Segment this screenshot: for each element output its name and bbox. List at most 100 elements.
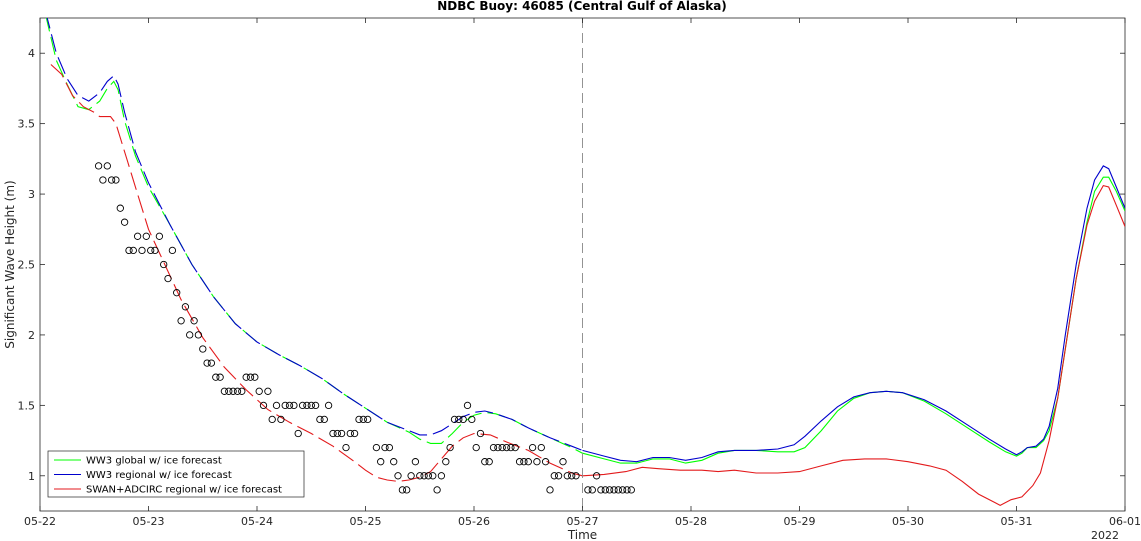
observation-point <box>316 415 324 424</box>
observation-point <box>229 387 237 395</box>
x-tick-label: 05-24 <box>241 515 273 528</box>
observation-point <box>588 486 596 494</box>
observation-point <box>99 176 107 184</box>
observation-point <box>238 387 246 395</box>
year-label: 2022 <box>1091 529 1119 541</box>
observation-point <box>515 458 524 466</box>
observation-point <box>155 232 164 240</box>
observation-point <box>592 472 601 480</box>
observation-point <box>216 373 224 381</box>
series-layer <box>45 18 1125 507</box>
observation-point <box>294 429 302 438</box>
observation-point <box>390 458 398 466</box>
observation-point <box>601 486 609 494</box>
x-tick-label: 06-01 <box>1109 515 1141 528</box>
observation-point <box>272 401 281 410</box>
series-line-forecast-2 <box>582 184 1125 507</box>
observation-point <box>442 458 450 466</box>
y-tick-label: 3 <box>28 188 35 201</box>
x-tick-label: 05-22 <box>24 515 56 528</box>
observation-point <box>563 472 571 480</box>
x-tick-label: 05-23 <box>133 515 165 528</box>
observation-point <box>520 458 528 466</box>
legend-label: SWAN+ADCIRC regional w/ ice forecast <box>86 485 282 496</box>
observation-point <box>268 415 276 424</box>
y-axis-title: Significant Wave Height (m) <box>3 180 17 348</box>
observation-point <box>485 458 493 466</box>
observation-point <box>168 246 177 255</box>
observation-point <box>264 387 272 395</box>
y-tick-label: 1 <box>28 470 35 483</box>
x-tick-label: 05-25 <box>350 515 382 528</box>
observation-point <box>407 472 415 480</box>
observation-point <box>324 401 333 410</box>
x-tick-label: 05-26 <box>458 515 490 528</box>
observation-point <box>450 415 459 424</box>
observation-point <box>277 415 285 424</box>
observation-point <box>550 472 558 480</box>
x-axis-title: Time <box>567 528 597 541</box>
observation-point <box>342 443 350 452</box>
observation-point <box>554 472 563 480</box>
observation-point <box>359 415 367 424</box>
observation-point <box>385 443 394 452</box>
observation-point <box>116 204 124 212</box>
observation-point <box>320 415 328 424</box>
observation-point <box>203 359 211 367</box>
y-tick-label: 2.5 <box>18 259 36 272</box>
legend-box <box>47 450 305 498</box>
observation-point <box>151 246 159 255</box>
observation-point <box>112 176 120 184</box>
series-line-forecast-1 <box>582 165 1125 463</box>
observation-point <box>281 401 289 410</box>
observation-point <box>524 458 532 466</box>
y-tick-label: 4 <box>28 47 35 60</box>
observation-point <box>290 401 298 410</box>
observation-point <box>199 345 207 353</box>
observation-point <box>181 303 190 311</box>
observation-point <box>433 486 441 494</box>
observation-point <box>394 472 402 480</box>
observation-point <box>533 458 541 466</box>
legend-label: WW3 global w/ ice forecast <box>86 456 222 467</box>
observation-point <box>233 387 242 395</box>
observation-point <box>559 458 567 466</box>
observation-point <box>147 246 155 255</box>
observation-point <box>337 429 346 438</box>
observation-point <box>468 415 476 424</box>
observation-point <box>610 486 618 494</box>
observation-point <box>311 401 320 410</box>
observation-point <box>437 472 446 480</box>
observation-point <box>372 443 381 452</box>
observation-point <box>463 401 472 410</box>
observation-point <box>481 458 489 466</box>
observation-point <box>377 458 385 466</box>
x-tick-label: 05-28 <box>675 515 707 528</box>
observation-point <box>298 401 307 410</box>
observation-point <box>429 472 437 480</box>
observation-point <box>446 443 454 452</box>
observation-point <box>251 373 259 381</box>
observation-point <box>494 443 502 452</box>
observation-point <box>177 317 185 325</box>
observation-point <box>160 260 168 269</box>
observation-point <box>605 486 614 494</box>
observations-layer <box>94 162 635 494</box>
x-tick-label: 05-30 <box>892 515 924 528</box>
observation-point <box>498 443 506 452</box>
observation-point <box>207 359 216 367</box>
y-tick-label: 1.5 <box>18 399 36 412</box>
observation-point <box>489 443 498 452</box>
observation-point <box>125 246 133 255</box>
observation-point <box>572 472 580 480</box>
observation-point <box>420 472 428 480</box>
observation-point <box>511 443 519 452</box>
observation-point <box>346 429 354 438</box>
series-line-hindcast-1 <box>46 18 583 451</box>
observation-point <box>507 443 515 452</box>
observation-point <box>528 443 537 452</box>
observation-point <box>194 331 203 339</box>
observation-point <box>329 429 337 438</box>
observation-point <box>623 486 631 494</box>
